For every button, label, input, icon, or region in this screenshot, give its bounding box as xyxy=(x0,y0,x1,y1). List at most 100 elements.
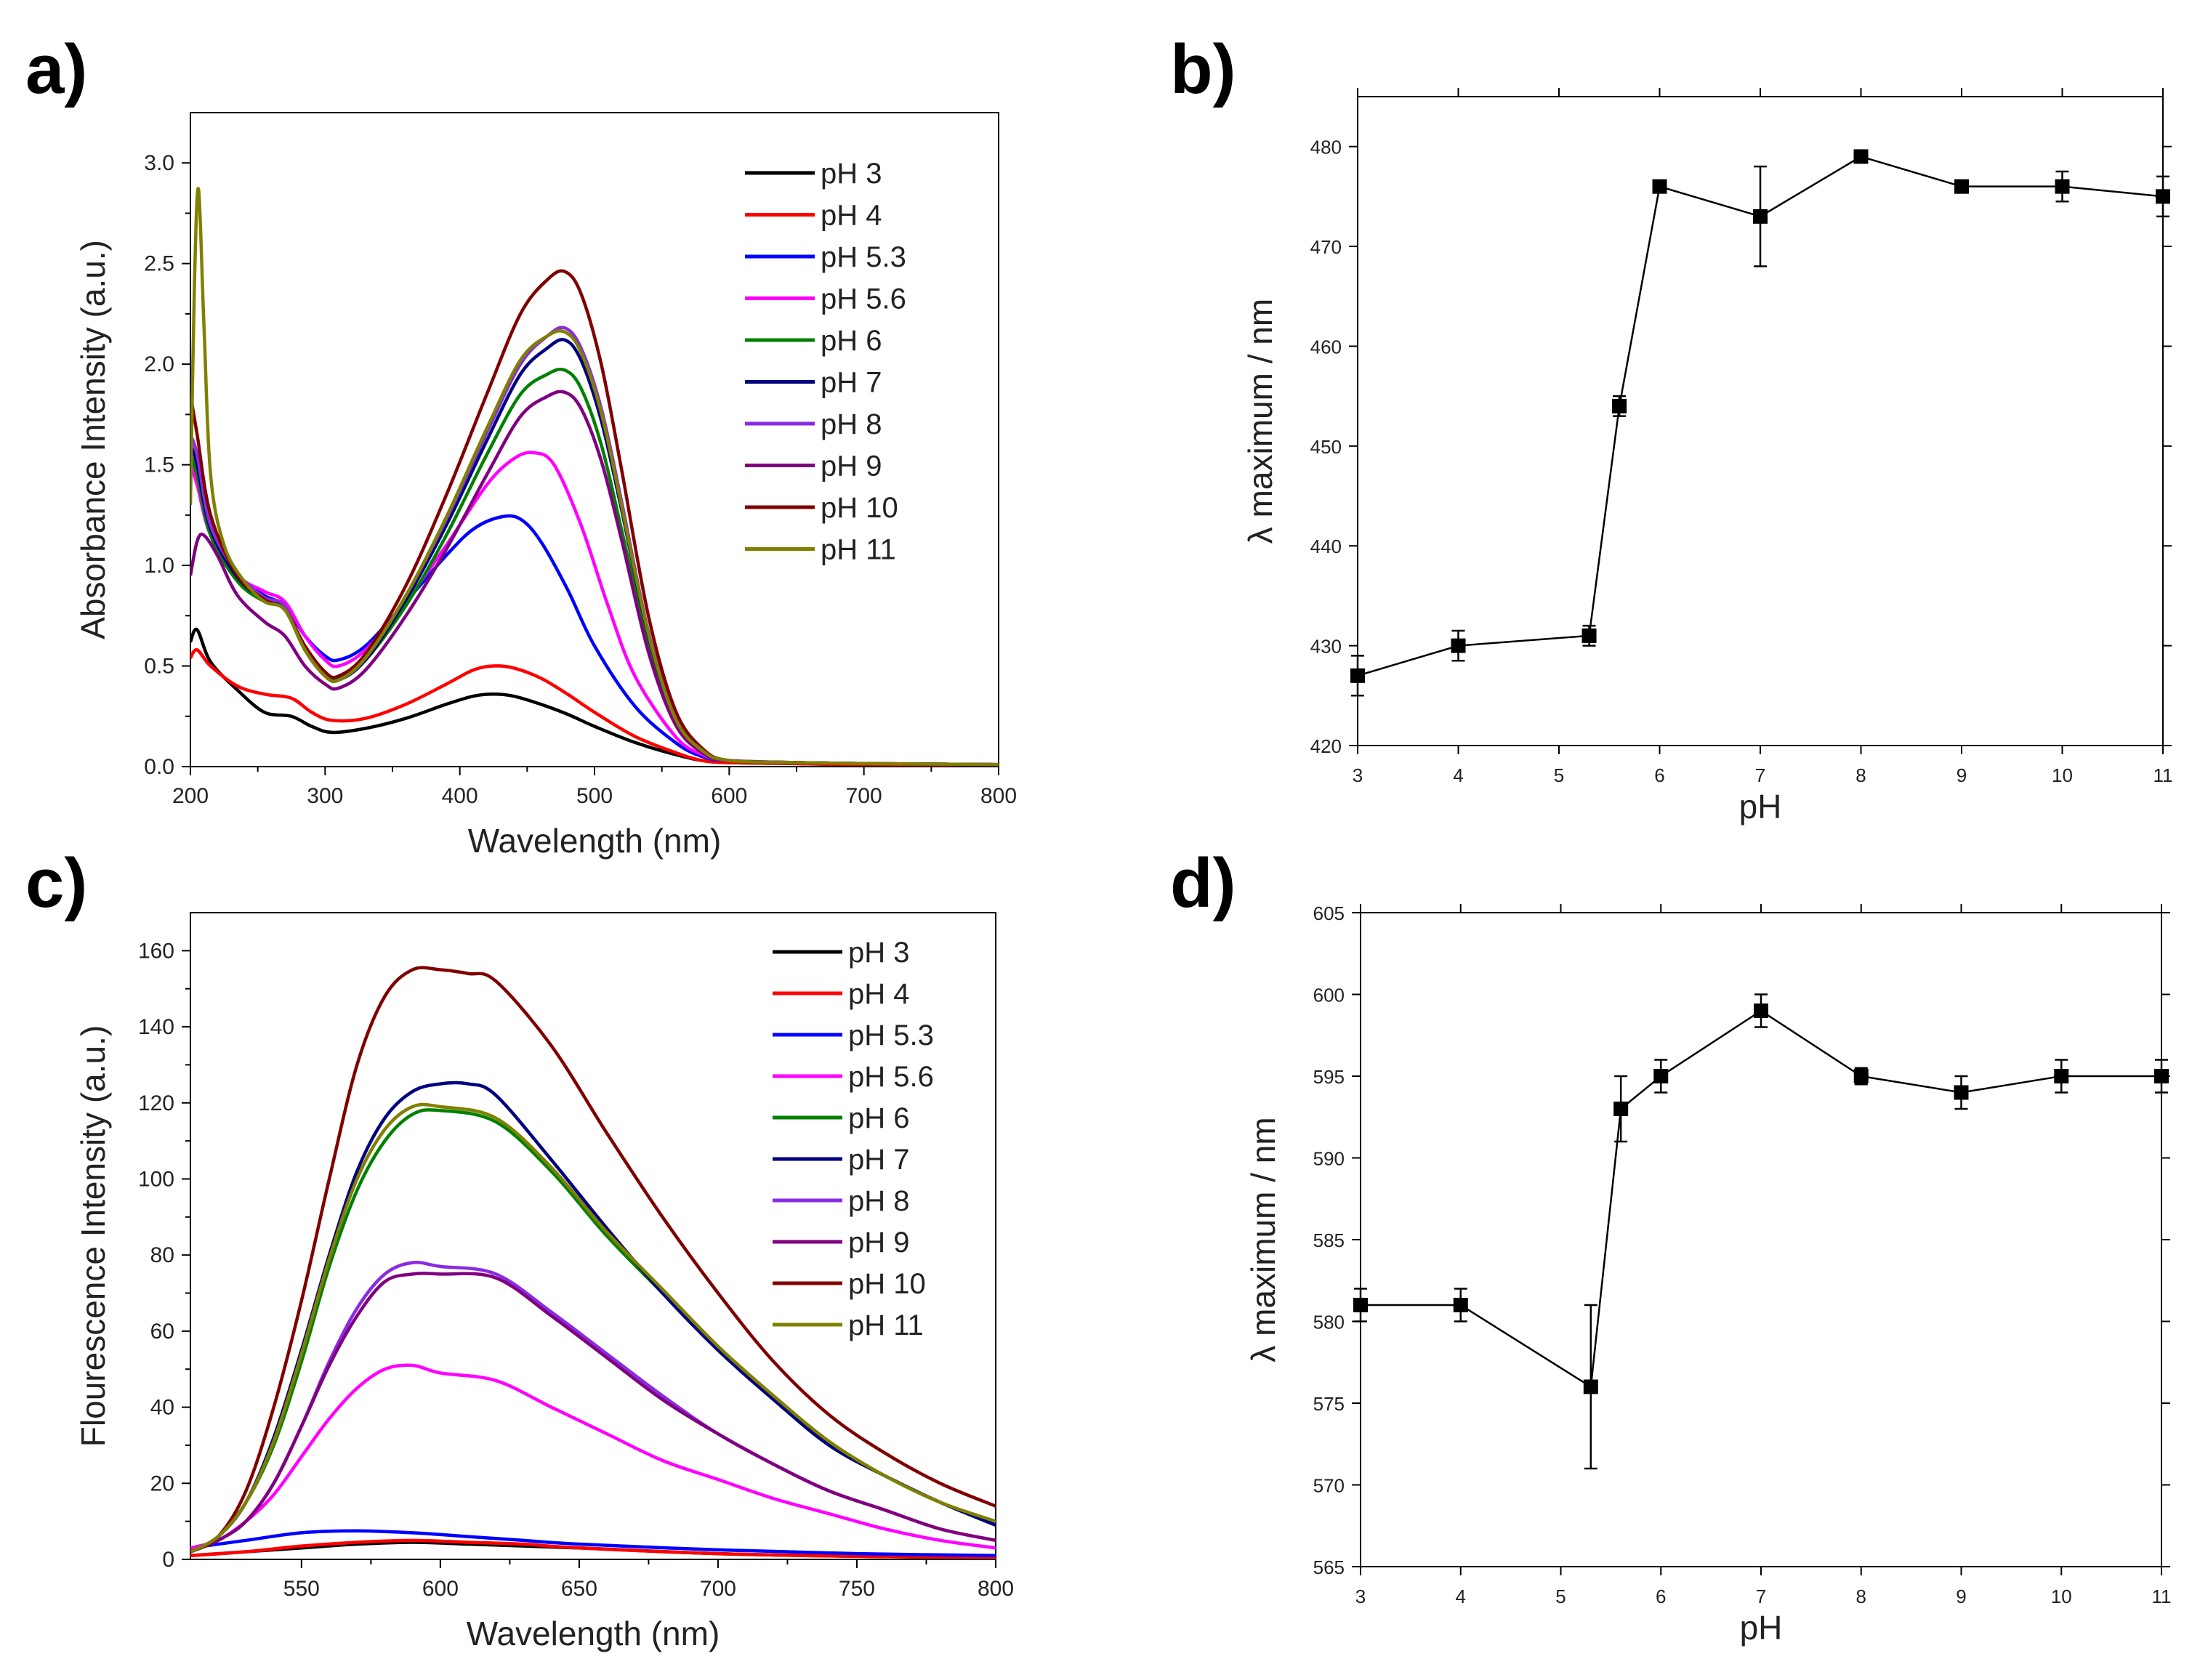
x-tick-label: 4 xyxy=(1453,764,1463,786)
legend-label: pH 9 xyxy=(821,451,882,482)
data-point xyxy=(1353,1298,1368,1312)
series-line-pH-3 xyxy=(190,627,999,767)
y-tick-label: 580 xyxy=(1313,1312,1345,1333)
y-tick-label: 565 xyxy=(1313,1556,1345,1578)
y-axis-title: λ maximum / nm xyxy=(1244,1117,1282,1362)
y-tick-label: 60 xyxy=(150,1320,174,1344)
series-line-pH-5-3 xyxy=(190,1529,996,1558)
y-tick-label: 0.0 xyxy=(144,755,174,779)
x-tick-label: 3 xyxy=(1355,1586,1366,1607)
series-line-pH-4 xyxy=(190,1538,996,1559)
x-tick-label: 800 xyxy=(980,784,1017,808)
legend-label: pH 11 xyxy=(848,1309,924,1341)
y-tick-label: 2.5 xyxy=(144,252,174,276)
series-line-pH-11 xyxy=(190,1102,996,1554)
y-tick-label: 100 xyxy=(138,1167,174,1191)
data-point xyxy=(1613,1102,1629,1116)
legend-label: pH 7 xyxy=(848,1144,910,1176)
series-line-pH-10 xyxy=(190,966,996,1554)
data-point xyxy=(1612,398,1627,413)
data-point xyxy=(1581,628,1597,643)
x-tick-label: 7 xyxy=(1755,764,1765,786)
x-tick-label: 9 xyxy=(1957,764,1967,786)
fluorescence-chart: 550 600 650 700 750 800 0 20 40 60 80 100 120 140 160 W… xyxy=(74,912,1014,1652)
x-tick-label: 200 xyxy=(172,784,209,808)
x-tick-label: 11 xyxy=(2152,1586,2172,1607)
legend-label: pH 5.3 xyxy=(821,241,906,273)
x-tick-label: 3 xyxy=(1353,764,1363,786)
y-axis-title: Flourescence Intensity (a.u.) xyxy=(74,1025,112,1447)
data-point xyxy=(1652,179,1667,194)
x-tick-label: 10 xyxy=(2051,1586,2072,1607)
x-tick-label: 7 xyxy=(1756,1586,1766,1607)
data-point xyxy=(1753,209,1768,224)
y-tick-label: 440 xyxy=(1310,536,1342,557)
legend-label: pH 8 xyxy=(821,408,882,440)
x-tick-label: 500 xyxy=(576,784,613,808)
x-tick-label: 5 xyxy=(1555,1586,1566,1607)
legend-label: pH 5.6 xyxy=(821,283,906,315)
x-tick-label: 9 xyxy=(1956,1586,1966,1607)
legend-label: pH 5.3 xyxy=(848,1019,934,1051)
legend-label: pH 4 xyxy=(821,200,882,232)
series-line-pH-5-6 xyxy=(190,1363,996,1550)
x-tick-label: 6 xyxy=(1654,764,1664,786)
x-tick-label: 650 xyxy=(561,1577,597,1601)
x-tick-label: 600 xyxy=(422,1577,459,1601)
series-line-pH-4 xyxy=(190,648,999,767)
data-point xyxy=(2156,189,2170,204)
connecting-line xyxy=(1357,156,2164,677)
y-axis-title: Absorbance Intensity (a.u.) xyxy=(74,240,112,639)
y-tick-label: 470 xyxy=(1310,236,1342,258)
series-line-pH-11 xyxy=(190,187,999,767)
x-tick-label: 700 xyxy=(846,784,882,808)
y-tick-label: 605 xyxy=(1313,902,1345,924)
y-tick-label: 590 xyxy=(1313,1148,1345,1170)
x-tick-label: 8 xyxy=(1855,764,1866,786)
legend-label: pH 6 xyxy=(821,325,882,357)
y-tick-label: 120 xyxy=(138,1091,174,1115)
y-tick-label: 40 xyxy=(150,1396,174,1420)
y-tick-label: 80 xyxy=(150,1243,174,1267)
legend-label: pH 8 xyxy=(848,1185,910,1217)
y-tick-label: 595 xyxy=(1313,1066,1345,1088)
absorbance-chart: 200 300 400 500 600 700 800 0.0 0.5 1.0 1.5 2.0 2.5 3… xyxy=(74,112,1017,860)
x-tick-label: 11 xyxy=(2153,764,2173,786)
data-point xyxy=(2055,179,2070,194)
series-group xyxy=(190,966,996,1559)
legend-label: pH 11 xyxy=(821,534,896,566)
data-point xyxy=(1350,668,1365,683)
panel-label-a: a) xyxy=(25,31,87,108)
data-point xyxy=(1653,1069,1669,1083)
connecting-line xyxy=(1361,1009,2161,1389)
y-tick-label: 20 xyxy=(150,1471,174,1495)
legend-label: pH 7 xyxy=(821,367,882,399)
data-point xyxy=(2154,1069,2169,1083)
y-tick-label: 570 xyxy=(1313,1475,1345,1497)
legend-label: pH 4 xyxy=(848,978,910,1010)
y-tick-label: 0 xyxy=(162,1548,174,1572)
data-point xyxy=(1954,179,1969,194)
y-tick-label: 1.5 xyxy=(144,453,174,477)
x-axis-title: pH xyxy=(1740,1609,1783,1647)
x-tick-label: 10 xyxy=(2052,764,2073,786)
data-point xyxy=(1451,638,1466,653)
y-tick-label: 1.0 xyxy=(144,554,174,578)
y-tick-label: 0.5 xyxy=(144,655,174,679)
x-axis-title: Wavelength (nm) xyxy=(468,822,722,860)
series-line-pH-9 xyxy=(190,1272,996,1554)
data-point xyxy=(1453,1298,1468,1312)
data-point xyxy=(1583,1379,1598,1394)
x-tick-label: 5 xyxy=(1554,764,1564,786)
series-line-pH-9 xyxy=(190,389,999,767)
data-point xyxy=(1954,1085,1969,1100)
y-tick-label: 575 xyxy=(1313,1393,1345,1415)
absorbance-lambda-max-chart: 3 4 5 6 7 8 9 10 11 420 430 440 450 460 470 480 pH λ maxi… xyxy=(1241,88,2173,825)
y-tick-label: 480 xyxy=(1310,137,1342,158)
legend-label: pH 5.6 xyxy=(848,1061,934,1093)
x-tick-label: 600 xyxy=(711,784,747,808)
data-point xyxy=(1754,1003,1768,1018)
y-tick-label: 2.0 xyxy=(144,352,174,376)
y-tick-label: 160 xyxy=(138,939,174,963)
